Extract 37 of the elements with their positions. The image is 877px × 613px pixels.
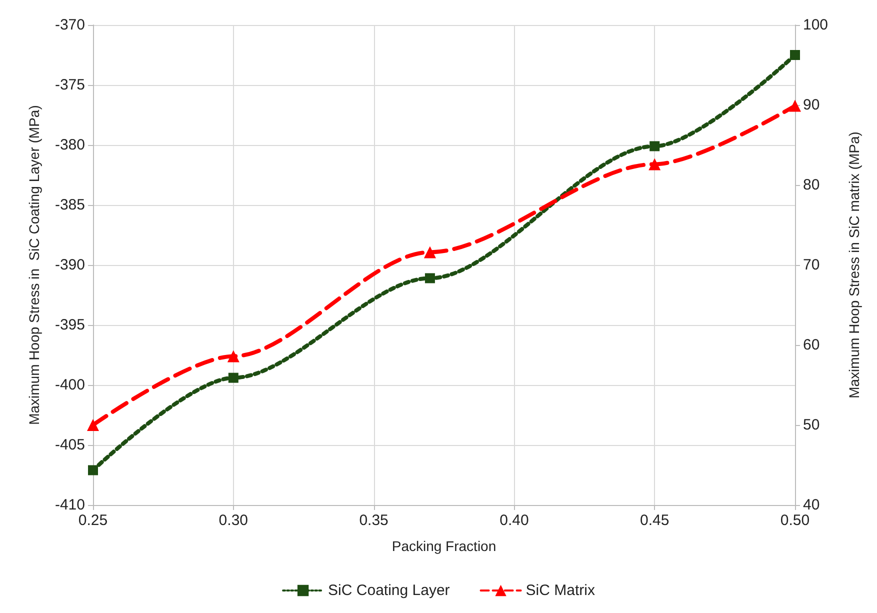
y-axis-title: Maximum Hoop Stress in SiC Coating Layer (MPa) xyxy=(26,105,42,425)
x-tick-label: 0.35 xyxy=(359,512,388,529)
point xyxy=(424,246,436,258)
point xyxy=(650,141,660,152)
y2-tick-label: 100 xyxy=(803,16,828,34)
y-tick-label: -400 xyxy=(54,376,85,394)
point xyxy=(790,50,800,60)
y-tick-label: -405 xyxy=(54,436,85,454)
y2-tick-label: 70 xyxy=(803,256,820,274)
y-tick-label: -385 xyxy=(54,196,85,214)
legend-label: SiC Matrix xyxy=(526,582,596,599)
point xyxy=(87,419,99,431)
legend-label: SiC Coating Layer xyxy=(328,582,450,599)
x-tick-label: 0.50 xyxy=(780,512,810,529)
x-tick-label: 0.30 xyxy=(218,512,248,529)
y-tick-label: -390 xyxy=(54,256,85,274)
y2-tick-label: 60 xyxy=(803,336,820,354)
y2-tick-label: 90 xyxy=(803,96,820,114)
x-tick-label: 0.25 xyxy=(78,512,108,529)
x-tick-label: 0.40 xyxy=(500,512,529,529)
point xyxy=(228,372,238,383)
point xyxy=(88,465,98,476)
y2-tick-label: 50 xyxy=(803,416,820,434)
y-tick-label: -375 xyxy=(54,76,85,94)
y-tick-label: -380 xyxy=(54,136,85,154)
y-tick-label: -410 xyxy=(54,496,85,514)
x-axis-title: Packing Fraction xyxy=(392,538,496,554)
point xyxy=(789,100,801,112)
y-tick-label: -395 xyxy=(54,316,85,334)
point xyxy=(227,350,240,362)
y2-axis-title: Maximum Hoop Stress in SiC matrix (MPa) xyxy=(846,132,862,398)
point xyxy=(648,158,661,170)
y-tick-label: -370 xyxy=(54,16,85,34)
point xyxy=(424,273,435,284)
y2-tick-label: 80 xyxy=(803,176,820,194)
y2-tick-label: 40 xyxy=(803,496,820,514)
x-tick-label: 0.45 xyxy=(640,512,670,529)
